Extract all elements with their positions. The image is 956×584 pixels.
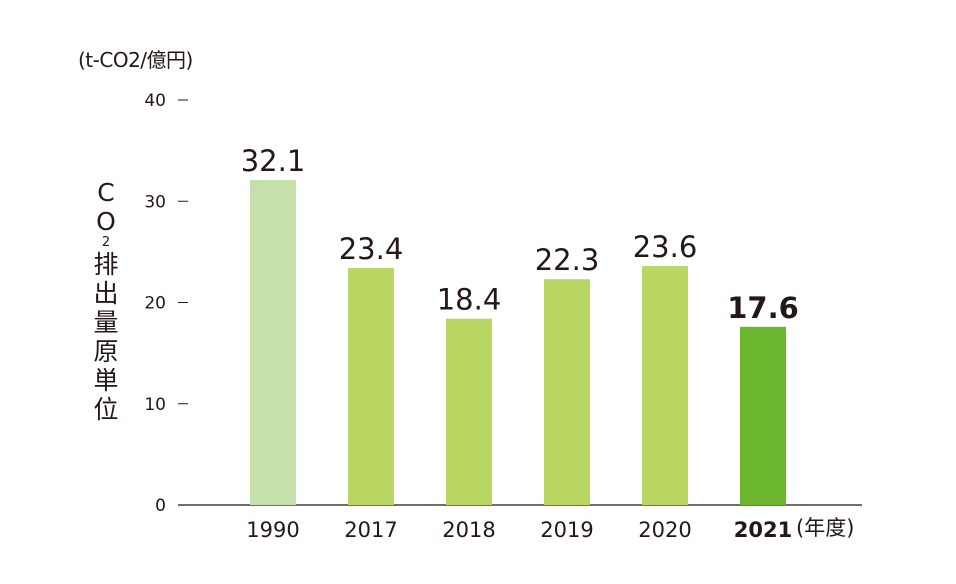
ylabel-char-9: 位 xyxy=(93,395,119,424)
ylabel-subscript-2: 2 xyxy=(101,235,111,250)
x-tick-label-2018: 2018 xyxy=(442,518,495,542)
ylabel-char-5: 出 xyxy=(93,279,119,308)
x-tick-label-2020: 2020 xyxy=(638,518,691,542)
ylabel-c: C xyxy=(97,178,115,207)
x-axis-unit: (年度) xyxy=(796,516,855,540)
bar-2020 xyxy=(642,266,688,505)
y-tick-label-1: 10 xyxy=(144,395,166,415)
x-tick-label-2019: 2019 xyxy=(540,518,593,542)
unit-label: (t-CO2/億円) xyxy=(78,48,193,72)
value-label-2020: 23.6 xyxy=(633,230,698,264)
bar-1990 xyxy=(250,179,296,506)
value-label-2018: 18.4 xyxy=(437,283,502,317)
value-label-2017: 23.4 xyxy=(339,232,404,266)
ylabel-char-7: 原 xyxy=(93,337,119,366)
ylabel-char-6: 量 xyxy=(93,308,119,337)
bar-2018 xyxy=(446,318,492,505)
value-label-2021: 17.6 xyxy=(727,291,799,325)
bar-2019 xyxy=(544,279,590,505)
value-label-1990: 32.1 xyxy=(241,144,306,178)
ylabel-char-8: 単 xyxy=(93,366,119,395)
y-axis-label: C O 2 排 出 量 原 単 位 xyxy=(88,178,124,424)
bar-2017 xyxy=(348,268,394,505)
y-tick-label-2: 20 xyxy=(144,294,166,314)
x-tick-label-2017: 2017 xyxy=(344,518,397,542)
y-tick-label-0: 0 xyxy=(155,496,166,516)
ylabel-o: O xyxy=(96,207,116,236)
y-tick-label-4: 40 xyxy=(144,91,166,111)
y-tick-label-3: 30 xyxy=(144,192,166,212)
value-label-2019: 22.3 xyxy=(535,243,600,277)
x-tick-label-2021: 2021 xyxy=(734,518,792,542)
ylabel-char-4: 排 xyxy=(93,250,119,279)
x-tick-label-1990: 1990 xyxy=(246,518,299,542)
bar-2021 xyxy=(740,326,786,505)
